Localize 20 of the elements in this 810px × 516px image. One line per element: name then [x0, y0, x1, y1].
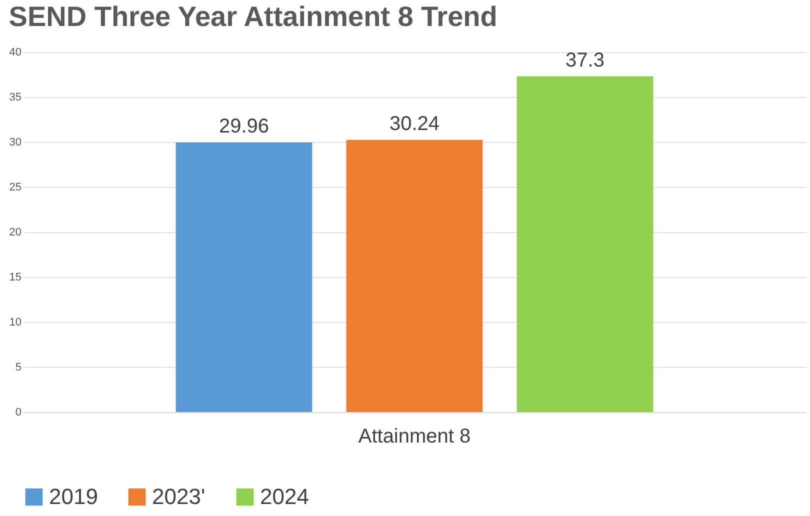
x-tick-label: Attainment 8: [358, 426, 471, 448]
bar: [176, 142, 312, 412]
chart-title: SEND Three Year Attainment 8 Trend: [8, 1, 498, 32]
y-tick-label: 40: [9, 46, 22, 58]
y-tick-label: 20: [9, 226, 22, 238]
data-label: 37.3: [566, 49, 604, 72]
y-tick-label: 35: [9, 92, 22, 104]
y-tick-label: 0: [15, 406, 22, 418]
data-label: 29.96: [218, 115, 270, 138]
y-tick-label: 15: [9, 272, 22, 284]
y-tick-label: 30: [9, 136, 22, 148]
y-tick-label: 10: [9, 316, 22, 328]
y-tick-label: 25: [9, 182, 22, 194]
bar: [346, 140, 483, 412]
legend-label: 2019: [49, 484, 98, 509]
bar: [516, 76, 654, 412]
y-tick-label: 5: [15, 362, 22, 374]
legend-label: 2024: [260, 484, 309, 509]
data-label: 30.24: [389, 112, 440, 135]
legend-label: 2023': [152, 484, 206, 509]
